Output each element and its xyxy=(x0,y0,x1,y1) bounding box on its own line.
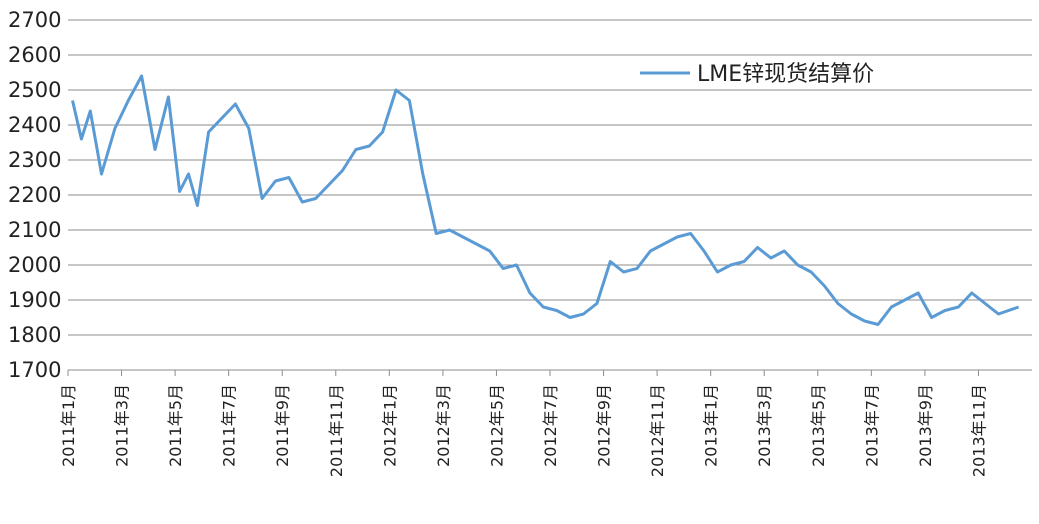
y-tick-label: 2300 xyxy=(8,148,61,172)
y-tick-label: 1900 xyxy=(8,288,61,312)
x-tick-label: 2012年7月 xyxy=(541,384,560,467)
x-tick-label: 2013年5月 xyxy=(809,384,828,467)
y-tick-label: 2200 xyxy=(8,183,61,207)
gridlines xyxy=(68,19,1032,371)
y-tick-label: 2600 xyxy=(8,43,61,67)
x-tick-label: 2012年11月 xyxy=(648,384,667,477)
y-tick-label: 2700 xyxy=(8,8,61,32)
x-tick-label: 2011年3月 xyxy=(113,384,132,467)
y-tick-label: 1700 xyxy=(8,358,61,382)
x-tick-label: 2013年9月 xyxy=(916,384,935,467)
x-tick-label: 2012年3月 xyxy=(434,384,453,467)
x-tick-label: 2011年1月 xyxy=(59,384,78,467)
y-tick-label: 2500 xyxy=(8,78,61,102)
series-line-lme-zinc xyxy=(71,74,1020,326)
x-tick-label: 2012年9月 xyxy=(595,384,614,467)
x-tick-label: 2013年3月 xyxy=(755,384,774,467)
x-tick-label: 2011年7月 xyxy=(220,384,239,467)
x-tick-label: 2012年5月 xyxy=(487,384,506,467)
legend-label: LME锌现货结算价 xyxy=(697,62,874,87)
y-tick-label: 1800 xyxy=(8,323,61,347)
x-tick-label: 2013年7月 xyxy=(862,384,881,467)
legend: LME锌现货结算价 xyxy=(640,62,874,87)
y-tick-label: 2000 xyxy=(8,253,61,277)
x-tick-label: 2013年1月 xyxy=(702,384,721,467)
x-axis-ticks: 2011年1月 2011年3月 2011年5月 2011年7月 2011年9月 2011年… xyxy=(59,370,988,477)
x-tick-label: 2013年11月 xyxy=(969,384,988,477)
x-tick-label: 2011年5月 xyxy=(166,384,185,467)
y-tick-label: 2400 xyxy=(8,113,61,137)
y-tick-label: 2100 xyxy=(8,218,61,242)
y-axis-ticks: 1700 1800 1900 2000 2100 2200 2300 2400 2500 2600… xyxy=(8,8,61,382)
x-tick-label: 2012年1月 xyxy=(380,384,399,467)
x-tick-label: 2011年9月 xyxy=(273,384,292,467)
x-tick-label: 2011年11月 xyxy=(327,384,346,477)
